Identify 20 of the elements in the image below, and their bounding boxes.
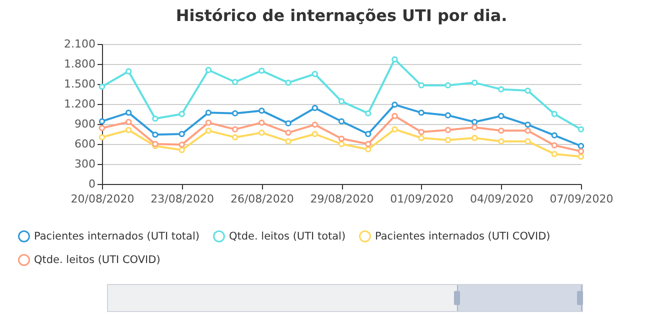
y-tick-label: 300: [74, 158, 96, 170]
x-tick-label: 20/08/2020: [70, 192, 134, 206]
y-tick-label: 1.500: [64, 78, 96, 90]
legend-label: Pacientes internados (UTI COVID): [375, 230, 550, 242]
x-tick-label: 29/08/2020: [310, 192, 374, 206]
chart-title: Histórico de internações UTI por dia.: [176, 6, 508, 25]
legend-label: Pacientes internados (UTI total): [34, 230, 200, 242]
legend-label: Qtde. leitos (UTI total): [229, 230, 346, 242]
y-tick-label: 0: [88, 178, 96, 190]
y-tick-label: 2.100: [64, 38, 96, 50]
y-tick-label: 900: [74, 118, 96, 130]
x-tick-label: 23/08/2020: [150, 192, 214, 206]
legend-label: Qtde. leitos (UTI COVID): [34, 254, 160, 266]
y-tick-label: 1.800: [64, 58, 96, 70]
y-tick-label: 1.200: [64, 98, 96, 110]
x-tick-label: 04/09/2020: [470, 192, 534, 206]
x-tick-label: 01/09/2020: [390, 192, 454, 206]
x-tick-label: 07/09/2020: [550, 192, 614, 206]
y-tick-label: 600: [74, 138, 96, 150]
x-tick-label: 26/08/2020: [230, 192, 294, 206]
